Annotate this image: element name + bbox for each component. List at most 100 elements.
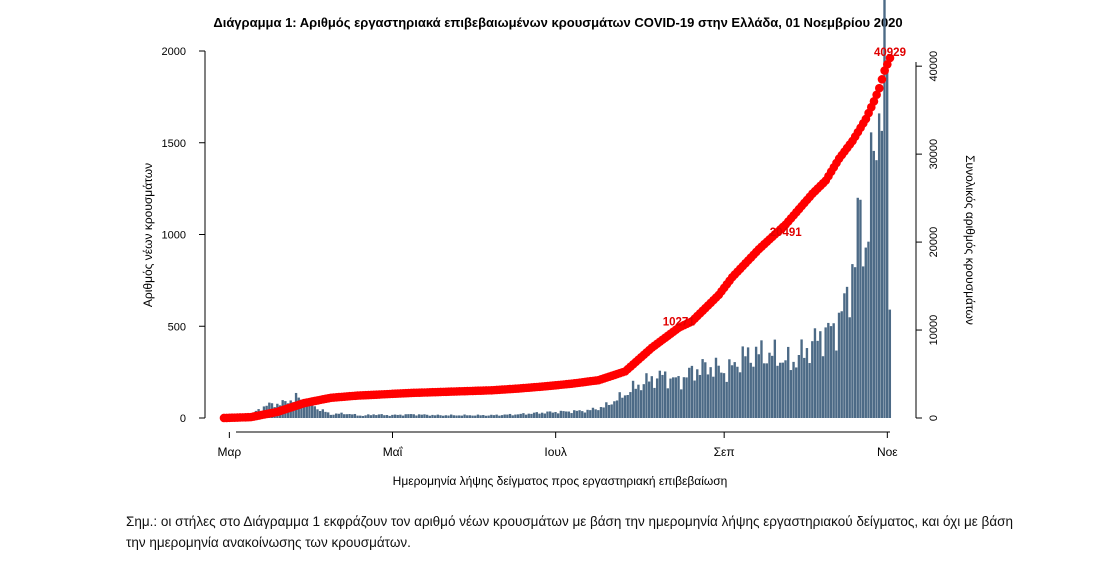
bar xyxy=(594,409,597,418)
bar xyxy=(736,366,739,418)
bar xyxy=(859,199,862,418)
bar xyxy=(709,367,712,418)
bar xyxy=(420,414,423,418)
bar xyxy=(688,367,691,418)
bar xyxy=(792,361,795,418)
bar xyxy=(696,369,699,418)
bar xyxy=(864,247,867,418)
bar xyxy=(623,395,627,418)
x-tick-label: Ιουλ xyxy=(544,445,567,459)
cumulative-point xyxy=(872,90,881,100)
y-axis-label-right: Συνολικός αριθμός κρουσμάτων xyxy=(963,155,977,325)
bar xyxy=(813,328,817,418)
bar xyxy=(385,415,389,418)
bar xyxy=(787,346,790,418)
bar xyxy=(565,411,568,418)
y-axis-label-left: Αριθμός νέων κρουσμάτων xyxy=(141,163,155,307)
bar xyxy=(474,415,477,418)
bar xyxy=(741,346,744,418)
bar xyxy=(332,414,335,418)
bar xyxy=(308,399,311,418)
bar xyxy=(557,413,560,418)
bar xyxy=(770,355,774,418)
bar xyxy=(522,413,525,418)
bar xyxy=(559,410,563,418)
bar xyxy=(808,363,811,418)
bar xyxy=(853,267,857,418)
bar xyxy=(562,411,565,418)
bar xyxy=(749,362,752,418)
bar xyxy=(811,341,814,418)
bar xyxy=(538,413,541,418)
bar xyxy=(377,414,381,418)
bar xyxy=(524,414,528,418)
bar xyxy=(663,371,667,418)
bar xyxy=(409,414,413,418)
right-tick-label: 40000 xyxy=(928,51,940,82)
bar xyxy=(789,370,793,418)
bar xyxy=(356,415,359,418)
bar xyxy=(581,411,584,418)
cumulative-annotation: 10271 xyxy=(663,317,696,329)
bar xyxy=(391,414,394,418)
bar xyxy=(578,410,581,418)
bar xyxy=(712,376,715,418)
bar xyxy=(463,414,466,418)
bar xyxy=(728,359,731,418)
bar xyxy=(508,413,512,418)
bar xyxy=(433,415,437,418)
bar xyxy=(733,362,736,418)
right-axis-ticks: 0 10000 20000 30000 40000 xyxy=(916,51,940,421)
bar xyxy=(845,286,849,418)
bar xyxy=(867,241,870,418)
bar xyxy=(773,339,777,418)
bar xyxy=(803,357,806,418)
bar xyxy=(353,413,357,418)
bar xyxy=(423,414,426,418)
bar xyxy=(880,130,884,418)
cumulative-annotation: 20491 xyxy=(770,227,803,239)
bar xyxy=(835,350,838,418)
bar xyxy=(310,404,314,418)
footnote: Σημ.: οι στήλες στο Διάγραμμα 1 εκφράζου… xyxy=(126,514,1013,550)
x-tick-label: Μαρ xyxy=(217,445,241,459)
bar xyxy=(781,362,785,418)
bar xyxy=(412,414,415,418)
bar xyxy=(460,415,464,418)
bar xyxy=(498,415,501,418)
bar xyxy=(404,414,407,418)
bar xyxy=(471,415,474,418)
bar xyxy=(479,415,482,418)
bar xyxy=(861,266,865,418)
x-tick-label: Μαΐ xyxy=(383,445,404,459)
bar xyxy=(768,352,771,418)
bar xyxy=(369,415,373,418)
bar xyxy=(447,415,450,418)
bar xyxy=(348,414,351,418)
bar xyxy=(407,414,410,418)
bar xyxy=(765,363,768,418)
bar xyxy=(610,404,613,418)
bar xyxy=(500,415,504,418)
bar xyxy=(824,327,827,418)
bar xyxy=(351,414,354,418)
bar xyxy=(383,415,386,418)
right-tick-label: 0 xyxy=(928,415,940,421)
left-tick-label: 0 xyxy=(180,413,186,425)
bar xyxy=(316,409,319,418)
bar xyxy=(302,400,306,418)
bar xyxy=(439,415,442,418)
bar xyxy=(326,412,330,418)
bar xyxy=(484,415,488,418)
bar xyxy=(754,346,758,418)
bar xyxy=(631,380,635,418)
x-axis-ticks: Μαρ Μαΐ Ιουλ Σεπ Νοε xyxy=(217,432,898,459)
bar xyxy=(746,347,750,418)
bar xyxy=(645,373,648,418)
bar xyxy=(444,415,448,418)
bar xyxy=(779,362,782,418)
left-tick-label: 2000 xyxy=(162,46,186,58)
bar xyxy=(599,407,603,418)
bar xyxy=(680,389,683,418)
bar xyxy=(629,392,632,418)
